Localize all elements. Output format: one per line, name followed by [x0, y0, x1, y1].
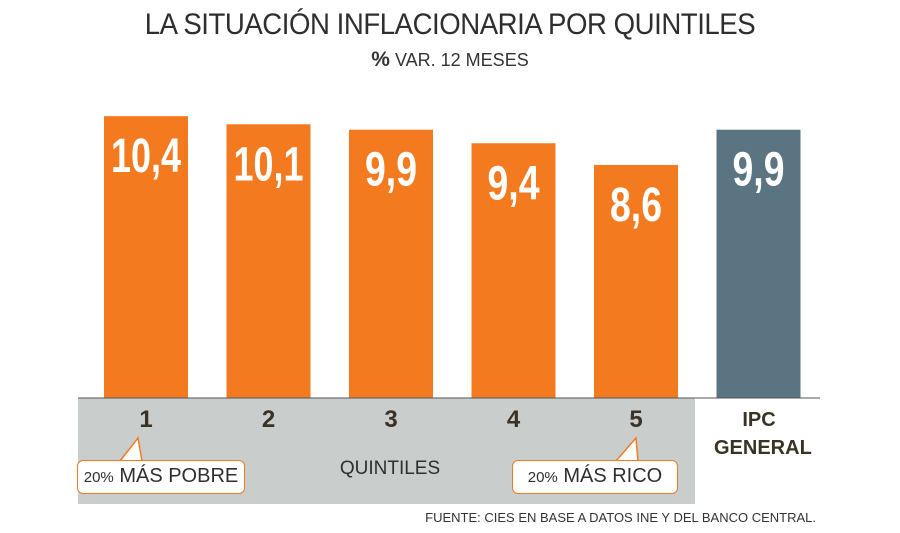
- bar-value-label-1: 10,4: [111, 130, 181, 183]
- category-label-1: 1: [139, 406, 153, 433]
- callout-poorest-tail: [119, 436, 143, 462]
- callout-poorest-pct: 20%: [83, 469, 114, 486]
- ipc-label-line-1: IPC: [742, 409, 776, 431]
- callout-richest-text: MÁS RICO: [557, 465, 663, 487]
- category-label-4: 4: [506, 406, 521, 433]
- ipc-general-label: IPC GENERAL: [714, 406, 812, 462]
- subtitle-percent-symbol: %: [371, 48, 390, 71]
- callout-richest-pct: 20%: [527, 469, 558, 486]
- bar-3: [349, 129, 433, 398]
- bar-2: [226, 124, 311, 398]
- bar-value-label-6: 9,9: [733, 144, 785, 197]
- bar-4: [471, 143, 556, 398]
- bar-1: [104, 116, 188, 398]
- callout-tails: [119, 436, 639, 462]
- bar-6: [716, 129, 801, 398]
- bars-group: 10,4 10,1 9,9 9,4 8,6 9,9: [104, 116, 801, 398]
- ipc-label-line-2: GENERAL: [714, 437, 812, 459]
- callout-richest: 20% MÁS RICO: [512, 460, 678, 494]
- chart-title: LA SITUACIÓN INFLACIONARIA POR QUINTILES: [144, 8, 756, 41]
- category-label-2: 2: [261, 406, 276, 433]
- subtitle-text: VAR. 12 MESES: [389, 50, 529, 70]
- source-note: FUENTE: CIES EN BASE A DATOS INE Y DEL B…: [425, 510, 816, 525]
- bar-value-label-5: 8,6: [610, 179, 662, 232]
- callout-richest-tail: [615, 436, 639, 462]
- category-label-3: 3: [384, 406, 398, 433]
- category-label-5: 5: [629, 406, 643, 433]
- bar-value-label-4: 9,4: [488, 157, 540, 210]
- callout-poorest: 20% MÁS POBRE: [77, 460, 245, 494]
- callout-poorest-text: MÁS POBRE: [113, 465, 239, 487]
- bar-value-label-2: 10,1: [234, 138, 304, 191]
- x-axis-title: QUINTILES: [339, 458, 441, 479]
- chart-subtitle: % VAR. 12 MESES: [0, 48, 900, 72]
- bar-5: [594, 164, 678, 398]
- bar-value-label-3: 9,9: [365, 144, 417, 197]
